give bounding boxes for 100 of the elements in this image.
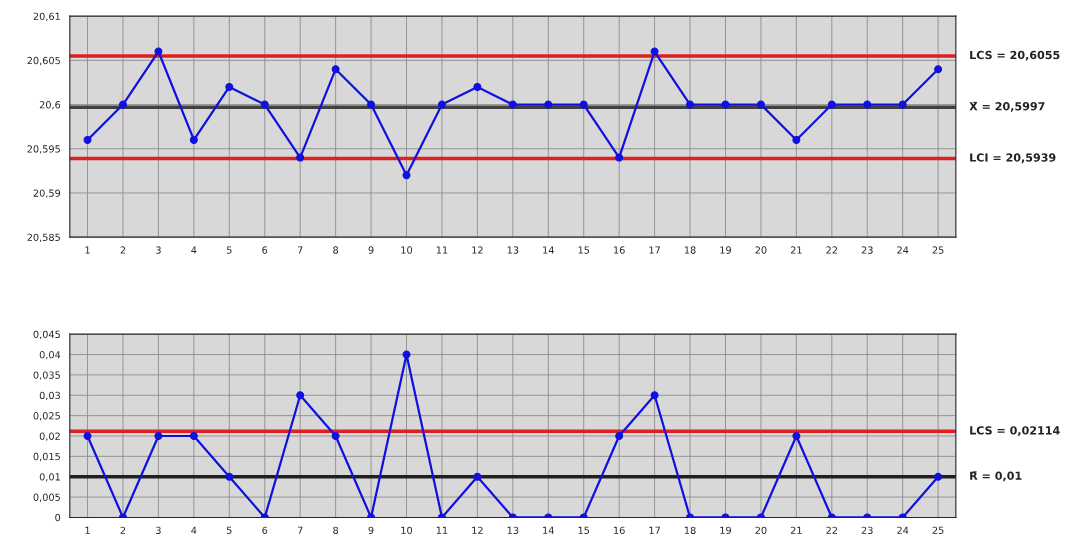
- x-tick-label: 3: [156, 246, 161, 254]
- x-tick-label: 13: [507, 246, 519, 254]
- point: [934, 472, 943, 481]
- point: [686, 100, 695, 109]
- point: [225, 82, 234, 91]
- x-tick-label: 4: [191, 246, 197, 254]
- x-tick-label: 9: [368, 526, 374, 534]
- point: [225, 472, 234, 481]
- point: [579, 100, 588, 109]
- x-tick-label: 15: [578, 246, 590, 254]
- x-tick-label: 5: [226, 526, 232, 534]
- x-tick-label: 8: [333, 526, 339, 534]
- x-tick-label: 21: [790, 246, 802, 254]
- point: [154, 432, 163, 440]
- point: [650, 47, 659, 56]
- point: [402, 171, 411, 180]
- x-tick-label: 12: [472, 246, 483, 254]
- x-tick-label: 2: [120, 246, 126, 254]
- point: [898, 100, 907, 109]
- x-tick-label: 17: [649, 246, 660, 254]
- x-tick-label: 22: [826, 526, 838, 534]
- x-tick-label: 20: [755, 246, 767, 254]
- x-tick-label: 11: [436, 526, 448, 534]
- x-tick-label: 2: [120, 526, 126, 534]
- point: [296, 391, 305, 400]
- x-tick-label: 9: [368, 246, 374, 254]
- x-tick-label: 24: [897, 526, 909, 534]
- x-tick-label: 7: [297, 246, 303, 254]
- point: [367, 100, 376, 109]
- x-tick-label: 6: [262, 526, 268, 534]
- y-tick-label: 0,02: [39, 432, 60, 441]
- point: [792, 432, 801, 440]
- x-tick-label: 13: [507, 526, 519, 534]
- x-tick-label: 18: [684, 246, 696, 254]
- point: [863, 100, 872, 109]
- x-tick-label: 25: [932, 246, 944, 254]
- point: [615, 432, 624, 440]
- point: [118, 100, 127, 109]
- x-tick-label: 11: [436, 246, 448, 254]
- point: [189, 432, 198, 440]
- x-tick-label: 16: [614, 246, 625, 254]
- ref-line-label: X̄ = 20,5997: [969, 101, 1045, 112]
- x-tick-label: 10: [401, 526, 413, 534]
- y-tick-label: 20,61: [33, 12, 60, 21]
- point: [473, 472, 482, 481]
- point: [721, 100, 730, 109]
- x-tick-label: 23: [861, 526, 873, 534]
- point: [189, 135, 198, 144]
- x-tick-label: 18: [684, 526, 696, 534]
- ref-line-label: R̄ = 0,01: [970, 471, 1022, 482]
- point: [331, 432, 340, 440]
- point: [934, 65, 943, 74]
- point: [756, 100, 765, 109]
- y-tick-label: 20,585: [27, 233, 60, 242]
- y-tick-label: 0,04: [39, 351, 61, 360]
- point: [544, 100, 553, 109]
- x-tick-label: 7: [297, 526, 303, 534]
- point: [83, 135, 92, 144]
- point: [827, 100, 836, 109]
- y-tick-label: 20,59: [33, 189, 61, 198]
- x-tick-label: 12: [472, 526, 483, 534]
- ref-line-label: LCS = 20,6055: [970, 50, 1060, 61]
- x-tick-label: 20: [755, 526, 767, 534]
- x-tick-label: 10: [401, 246, 413, 254]
- point: [650, 391, 659, 400]
- point: [615, 153, 624, 162]
- x-tick-label: 24: [897, 246, 909, 254]
- point: [83, 432, 92, 440]
- y-tick-label: 20,605: [27, 56, 60, 66]
- y-tick-label: 0,035: [33, 371, 60, 380]
- x-tick-label: 14: [543, 246, 554, 254]
- x-tick-label: 23: [861, 246, 873, 254]
- y-tick-label: 0: [55, 513, 61, 522]
- point: [508, 100, 517, 109]
- y-tick-label: 0,03: [39, 391, 60, 401]
- point: [402, 350, 411, 359]
- x-tick-label: 8: [333, 246, 339, 254]
- x-tick-label: 14: [543, 526, 554, 534]
- x-tick-label: 1: [85, 246, 90, 254]
- x-tick-label: 25: [932, 526, 944, 534]
- point: [296, 153, 305, 162]
- x-tick-label: 19: [720, 526, 731, 534]
- x-tick-label: 22: [826, 246, 838, 254]
- y-tick-label: 0,01: [39, 473, 60, 482]
- y-tick-label: 0,045: [33, 330, 60, 339]
- point: [792, 135, 801, 144]
- ref-line-label: LCS = 0,02114: [970, 426, 1060, 436]
- ref-line-label: LCI = 20,5939: [970, 153, 1056, 164]
- x-tick-label: 17: [649, 526, 660, 534]
- x-tick-label: 5: [226, 246, 232, 254]
- x-tick-label: 4: [191, 526, 197, 534]
- x-tick-label: 15: [578, 526, 590, 534]
- y-tick-label: 0,015: [33, 452, 60, 462]
- y-tick-label: 0,005: [33, 493, 60, 502]
- point: [260, 100, 269, 109]
- x-tick-label: 6: [262, 246, 268, 254]
- x-tick-label: 16: [614, 526, 625, 534]
- point: [331, 65, 340, 74]
- x-tick-label: 3: [156, 526, 161, 534]
- y-tick-label: 0,025: [33, 412, 60, 421]
